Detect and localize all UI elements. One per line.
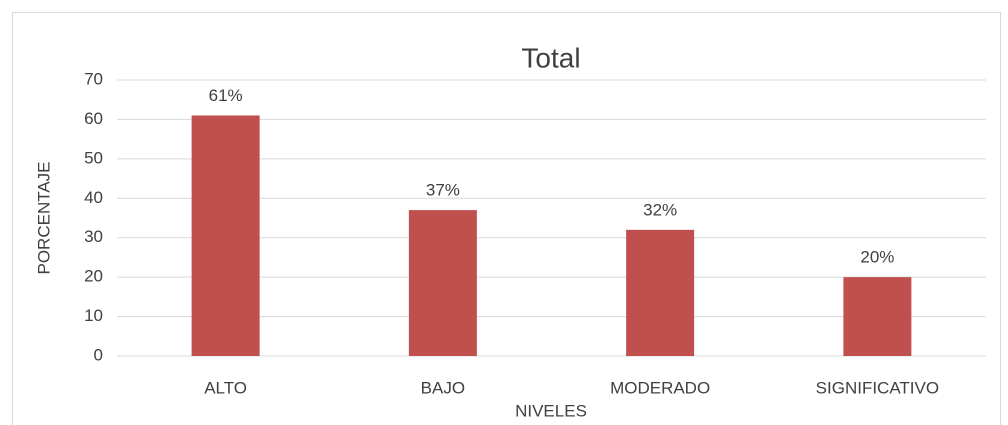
- bar: [626, 229, 695, 356]
- y-tick-label: 70: [84, 69, 103, 88]
- chart-title: Total: [521, 42, 580, 73]
- value-label: 37%: [426, 181, 460, 200]
- x-tick-label: SIGNIFICATIVO: [816, 378, 939, 397]
- y-tick-label: 10: [84, 306, 103, 325]
- x-axis-label: NIVELES: [515, 401, 587, 420]
- bar: [191, 115, 260, 356]
- x-tick-label: MODERADO: [610, 378, 710, 397]
- value-label: 61%: [209, 86, 243, 105]
- y-tick-label: 50: [84, 148, 103, 167]
- value-label: 32%: [643, 200, 677, 219]
- chart-border: [12, 12, 1001, 425]
- y-tick-label: 20: [84, 267, 103, 286]
- bar: [408, 210, 477, 356]
- y-axis-label: PORCENTAJE: [34, 161, 53, 274]
- value-label: 20%: [860, 248, 894, 267]
- y-tick-label: 30: [84, 227, 103, 246]
- y-tick-label: 0: [94, 345, 103, 364]
- x-tick-label: ALTO: [204, 378, 247, 397]
- x-tick-label: BAJO: [421, 378, 465, 397]
- y-tick-label: 40: [84, 188, 103, 207]
- bar: [843, 277, 912, 356]
- y-tick-label: 60: [84, 109, 103, 128]
